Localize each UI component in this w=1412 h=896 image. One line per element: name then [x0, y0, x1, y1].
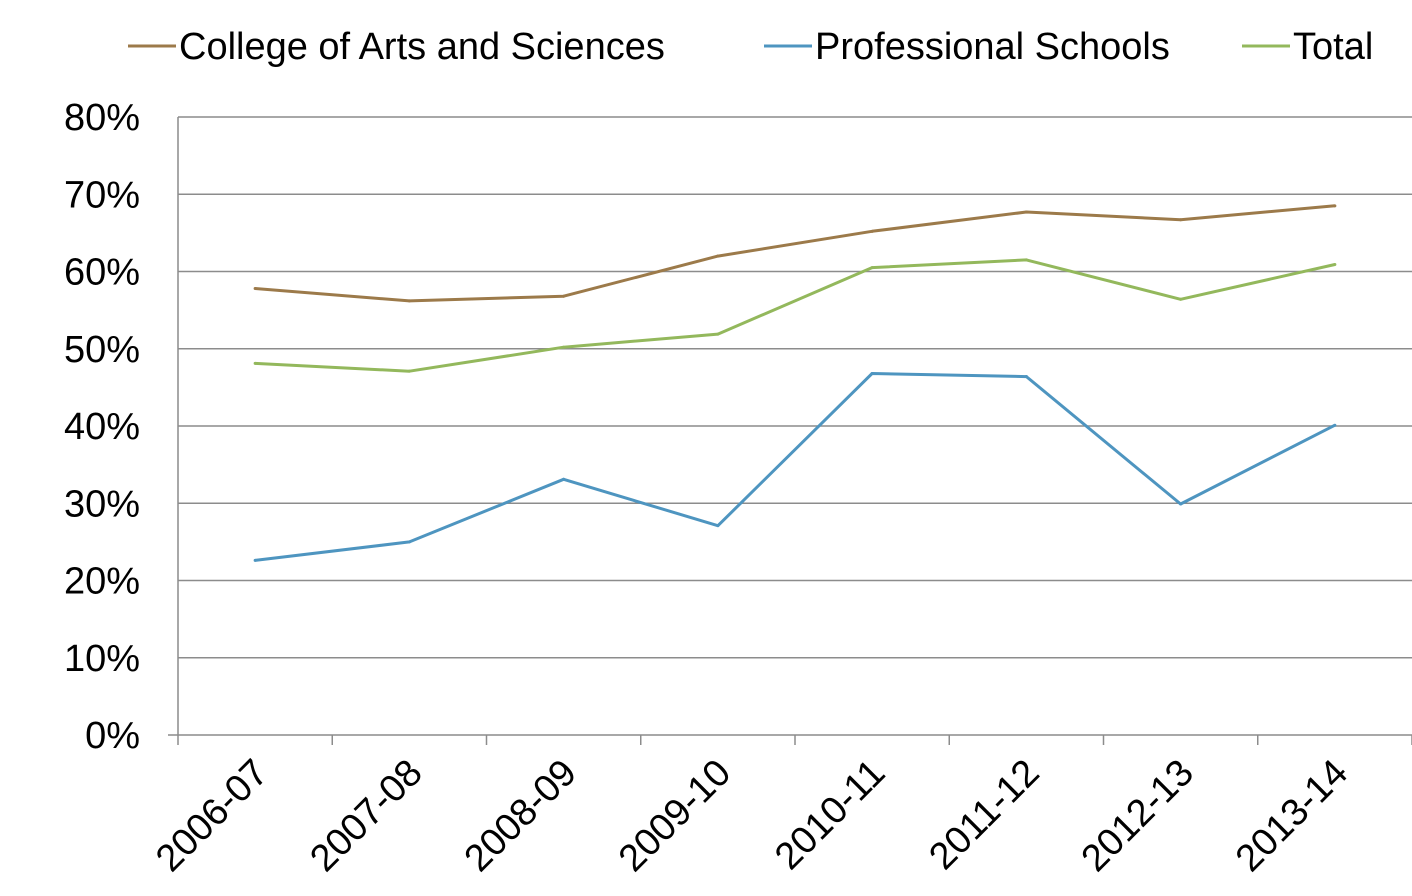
- x-axis-tick-labels: 2006-07 2007-08 2008-09 2009-10 2010-11 2011-…: [148, 752, 1356, 880]
- x-tick-label: 2007-08: [302, 752, 430, 880]
- legend: College of Arts and Sciences Professiona…: [128, 26, 1373, 68]
- data-point-professional-schools: [1333, 423, 1337, 427]
- y-tick-label: 60%: [64, 252, 140, 294]
- series-line-college-of-arts-and-sciences: [254, 204, 1336, 303]
- data-point-professional-schools: [716, 524, 720, 528]
- y-tick-label: 80%: [64, 97, 140, 139]
- x-tick-label: 2010-11: [767, 752, 893, 878]
- y-axis-tick-labels: 0% 10% 20% 30% 40% 50% 60% 70% 80%: [64, 97, 140, 757]
- legend-item-total: Total: [1242, 26, 1373, 68]
- legend-item-arts-sciences: College of Arts and Sciences: [128, 26, 665, 68]
- x-tick-label: 2009-10: [611, 752, 739, 880]
- x-tick-label: 2008-09: [457, 752, 585, 880]
- data-point-college-of-arts-and-sciences: [407, 299, 411, 303]
- x-tick-label: 2006-07: [148, 752, 276, 880]
- data-point-professional-schools: [253, 558, 257, 562]
- gridlines: [178, 116, 1412, 659]
- legend-item-professional-schools: Professional Schools: [764, 26, 1170, 68]
- y-tick-label: 20%: [64, 561, 140, 603]
- data-point-total: [870, 266, 874, 270]
- data-point-professional-schools: [407, 540, 411, 544]
- series-lines: [253, 204, 1337, 562]
- data-point-total: [253, 361, 257, 365]
- data-point-professional-schools: [870, 371, 874, 375]
- legend-label-professional-schools: Professional Schools: [815, 26, 1170, 68]
- series-line-total: [255, 258, 1336, 373]
- y-tick-label: 40%: [64, 406, 140, 448]
- legend-label-total: Total: [1293, 26, 1373, 68]
- y-tick-label: 70%: [64, 174, 140, 216]
- data-point-college-of-arts-and-sciences: [1179, 218, 1183, 222]
- y-tick-label: 10%: [64, 638, 140, 680]
- data-point-college-of-arts-and-sciences: [870, 229, 874, 233]
- data-point-total: [1179, 297, 1183, 301]
- data-point-professional-schools: [1024, 375, 1028, 379]
- data-point-total: [716, 332, 720, 336]
- data-point-professional-schools: [562, 477, 566, 481]
- data-point-college-of-arts-and-sciences: [716, 254, 720, 258]
- legend-label-arts-sciences: College of Arts and Sciences: [179, 26, 665, 68]
- x-tick-label: 2012-13: [1074, 752, 1202, 880]
- y-tick-label: 0%: [85, 715, 140, 757]
- y-tick-label: 50%: [64, 329, 140, 371]
- x-tick-label: 2011-12: [921, 752, 1047, 878]
- data-point-total: [1024, 258, 1028, 262]
- series-line-professional-schools: [254, 372, 1336, 562]
- data-point-college-of-arts-and-sciences: [253, 286, 257, 290]
- y-tick-label: 30%: [64, 483, 140, 525]
- axes: [168, 117, 1412, 745]
- data-point-total: [562, 345, 566, 349]
- x-tick-label: 2013-14: [1228, 752, 1356, 880]
- data-point-total: [407, 369, 411, 373]
- data-point-college-of-arts-and-sciences: [1333, 204, 1337, 208]
- data-point-college-of-arts-and-sciences: [562, 294, 566, 298]
- data-point-college-of-arts-and-sciences: [1024, 210, 1028, 214]
- data-point-professional-schools: [1179, 502, 1183, 506]
- data-point-total: [1333, 263, 1337, 267]
